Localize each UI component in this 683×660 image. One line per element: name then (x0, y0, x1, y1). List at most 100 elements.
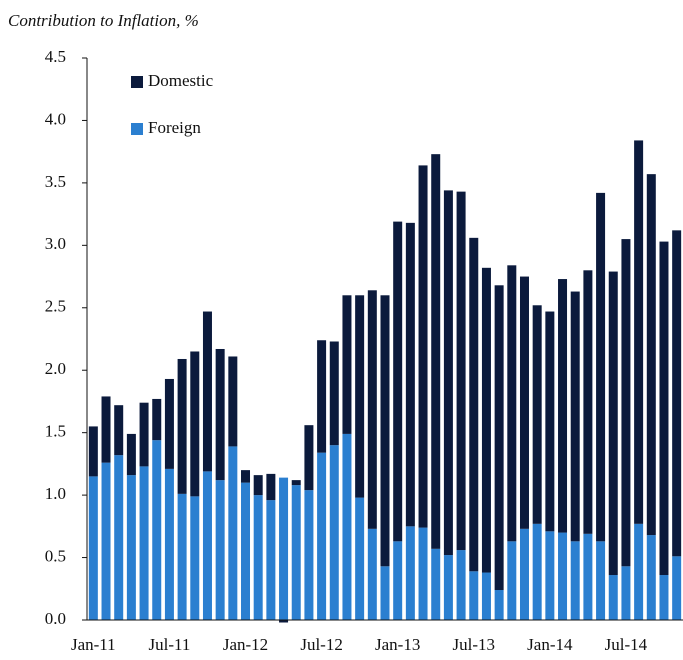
bar-segment (659, 241, 669, 576)
bar-segment (570, 541, 580, 620)
bar-segment (558, 532, 568, 620)
x-tick-label: Jul-12 (300, 635, 343, 654)
bar-segment (596, 541, 606, 620)
bar-segment (608, 271, 618, 576)
bar-segment (304, 425, 314, 491)
y-tick-label: 1.0 (45, 484, 66, 503)
bar-segment (291, 485, 301, 620)
bar-segment (672, 230, 682, 557)
bar-segment (596, 192, 606, 542)
legend-label: Foreign (148, 118, 201, 137)
y-tick-label: 3.5 (45, 172, 66, 191)
bar-segment (608, 575, 618, 620)
chart-title: Contribution to Inflation, % (8, 11, 199, 30)
bar-segment (558, 279, 568, 533)
bar-segment (329, 341, 339, 446)
bar-segment (646, 174, 656, 536)
y-tick-label: 3.0 (45, 234, 66, 253)
bar-segment (494, 285, 504, 591)
bar-segment (266, 500, 276, 620)
bar-segment (139, 402, 149, 467)
bar-segment (291, 480, 301, 486)
bar-segment (583, 270, 593, 534)
x-tick-label: Jan-14 (527, 635, 573, 654)
bar-segment (507, 541, 517, 620)
bar-segment (202, 311, 212, 472)
bar-segment (88, 476, 98, 620)
bar-segment (279, 477, 289, 620)
x-tick-label: Jul-11 (148, 635, 190, 654)
y-tick-label: 2.0 (45, 359, 66, 378)
bar-segment (646, 535, 656, 620)
bar-segment (253, 475, 263, 496)
bar-segment (570, 291, 580, 542)
bar-segment (443, 190, 453, 556)
x-tick-label: Jul-14 (605, 635, 648, 654)
bar-segment (304, 490, 314, 620)
x-tick-label: Jul-13 (453, 635, 496, 654)
bar-segment (507, 265, 517, 542)
bar-segment (190, 496, 200, 620)
bar-segment (456, 550, 466, 620)
bar-segment (545, 531, 555, 620)
bar-segment (126, 433, 136, 476)
bar-segment (443, 555, 453, 620)
bar-segment (481, 267, 491, 573)
y-tick-label: 2.5 (45, 297, 66, 316)
bar-segment (190, 351, 200, 497)
bar-segment (431, 154, 441, 549)
bar-segment (355, 497, 365, 620)
bar-segment (519, 528, 529, 620)
bar-segment (672, 556, 682, 620)
bar-segment (139, 466, 149, 620)
bar-segment (114, 405, 124, 456)
bar-segment (393, 221, 403, 542)
x-tick-label: Jan-11 (71, 635, 116, 654)
bar-segment (241, 470, 251, 483)
bar-segment (621, 566, 631, 620)
bar-segment (266, 473, 276, 501)
bar-segment (228, 356, 238, 447)
bar-segment (329, 445, 339, 620)
bar-segment (342, 433, 352, 620)
bar-segment (355, 295, 365, 498)
y-tick-label: 0.0 (45, 609, 66, 628)
bar-segment (634, 140, 644, 524)
y-tick-label: 0.5 (45, 546, 66, 565)
bar-segment (532, 305, 542, 524)
bar-segment (215, 480, 225, 620)
bar-segment (202, 471, 212, 620)
bar-segment (494, 590, 504, 620)
bar-segment (481, 572, 491, 620)
legend-swatch (131, 76, 143, 88)
bar-segment (177, 358, 187, 494)
bar-segment (418, 165, 428, 528)
bar-segment (405, 222, 415, 527)
bar-segment (367, 528, 377, 620)
y-tick-label: 4.5 (45, 47, 66, 66)
x-tick-label: Jan-13 (375, 635, 420, 654)
bar-segment (152, 398, 162, 441)
bar-segment (215, 348, 225, 481)
bar-segment (228, 446, 238, 620)
bar-segment (241, 482, 251, 620)
bar-segment (380, 295, 390, 567)
bar-segment (342, 295, 352, 434)
bar-segment (469, 237, 479, 572)
bar-segment (405, 526, 415, 620)
bar-segment (634, 523, 644, 620)
bar-segment (177, 493, 187, 620)
bar-segment (380, 566, 390, 620)
bar-segment (101, 396, 111, 463)
bar-segment (114, 455, 124, 620)
bar-segment (456, 191, 466, 551)
bar-segment (88, 426, 98, 477)
bar-segment (317, 340, 327, 453)
bar-segment (659, 575, 669, 620)
bar-segment (279, 620, 289, 623)
y-tick-label: 4.0 (45, 109, 66, 128)
bar-segment (469, 571, 479, 620)
bar-segment (164, 378, 174, 469)
bar-segment (621, 239, 631, 567)
